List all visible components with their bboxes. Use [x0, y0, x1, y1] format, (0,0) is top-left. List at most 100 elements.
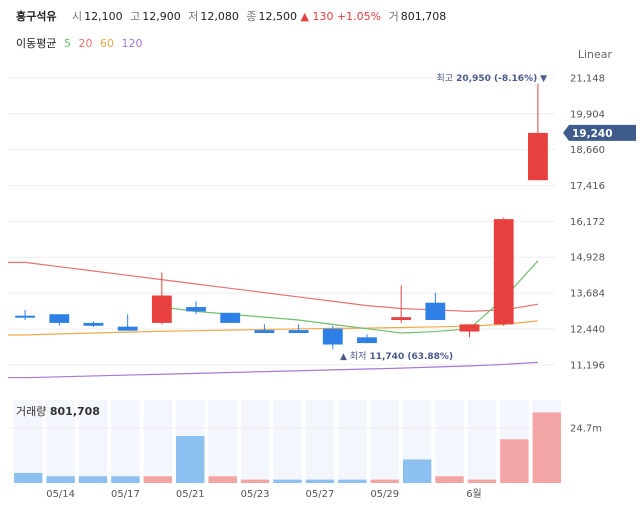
volume-bar [500, 439, 529, 483]
high-label: 고 [130, 10, 141, 23]
y-tick-label: 19,904 [570, 109, 605, 120]
close-value: 12,500 [258, 10, 297, 23]
candle-body [83, 322, 104, 326]
candle-body [220, 312, 241, 323]
y-tick-label: 18,660 [570, 145, 605, 156]
x-tick-label: 6월 [466, 488, 482, 500]
volume-column-bg [46, 400, 75, 483]
candle-body [459, 324, 480, 332]
ma-5-label: 5 [63, 37, 71, 50]
volume-column-bg [14, 400, 43, 483]
low-marker-value: 11,740 (63.88%) [366, 352, 453, 362]
volume-bar [240, 479, 270, 483]
candle-body [322, 328, 343, 345]
candle-body [254, 330, 275, 333]
y-tick-label: 17,416 [570, 181, 605, 192]
candle-body [15, 315, 36, 318]
volume-column-bg [435, 400, 464, 483]
volume-column-bg [338, 400, 367, 483]
volume-column-bg [305, 400, 335, 483]
candle-body [425, 302, 446, 321]
volume-column-bg [273, 400, 302, 483]
volume-column-bg [143, 400, 173, 483]
ma-5-line [161, 260, 539, 334]
ma-120-line [8, 361, 538, 379]
volume-bar [305, 479, 335, 483]
volume-column-bg [208, 400, 237, 483]
high-marker-arrow-icon: ▼ [537, 74, 547, 84]
change-value: 130 [312, 10, 334, 23]
stock-name: 흥구석유 [16, 10, 57, 23]
volume-bar [370, 479, 399, 483]
y-tick-label: 12,440 [570, 324, 605, 335]
candle-body [527, 132, 548, 181]
volume-column-bg [111, 400, 140, 483]
y-tick-label: 13,684 [570, 289, 605, 300]
low-marker-label: 최저 [347, 351, 366, 362]
price-axis: 21,148 19,904 18,660 17,416 16,172 14,928 13,6… [16, 73, 605, 434]
low-marker-arrow-icon: ▲ [340, 352, 347, 362]
volume-bar [532, 412, 561, 483]
open-label: 시 [71, 10, 83, 23]
moving-average-lines [8, 260, 539, 379]
candle-body [493, 219, 514, 325]
volume-bar [78, 476, 108, 483]
volume-column-bg [78, 400, 108, 483]
date-axis: 05/14 05/17 05/21 05/23 05/27 05/29 6월 [46, 488, 482, 500]
volume-bar [46, 476, 75, 483]
volume-bar [176, 435, 205, 483]
high-marker-value: 20,950 (-8.16%) [453, 74, 537, 84]
volume-title-label: 거래량 [16, 405, 50, 418]
x-tick-label: 05/21 [176, 489, 205, 500]
x-tick-label: 05/27 [305, 489, 334, 500]
candle-body [186, 307, 206, 312]
candle-body [117, 326, 138, 331]
volume-bar [402, 459, 432, 483]
volume-column-bg [240, 400, 270, 483]
price-markers: 최고 20,950 (-8.16%) ▼ ▲ 최저 11,740 (63.88%)… [340, 73, 636, 362]
volume-bar [273, 479, 302, 483]
close-label: 종 [246, 10, 257, 23]
quote-header: 흥구석유 시 12,100 고 12,900 저 12,080 종 12,500 ▲ 1… [16, 8, 446, 24]
candle-body [357, 337, 377, 344]
x-tick-label: 05/23 [241, 489, 270, 500]
volume-bar [14, 472, 43, 483]
volume-bar [467, 479, 497, 483]
price-gridlines [8, 77, 555, 366]
high-marker-label: 최고 [436, 73, 453, 84]
low-marker: ▲ 최저 11,740 (63.88%) [340, 351, 453, 362]
high-marker: 최고 20,950 (-8.16%) ▼ [436, 73, 547, 84]
volume-bar [111, 476, 140, 483]
y-tick-label: 16,172 [570, 217, 605, 228]
x-tick-label: 05/14 [46, 489, 75, 500]
current-price-badge [563, 124, 636, 141]
volume-bars [14, 412, 561, 483]
y-tick-label: 21,148 [570, 73, 605, 84]
change-percent: +1.05% [336, 10, 382, 23]
ma-20-line [8, 261, 539, 312]
scale-mode-button[interactable]: Linear [577, 48, 612, 61]
candle-body [391, 317, 412, 321]
volume-column-bg [467, 400, 497, 483]
high-value: 12,900 [142, 10, 181, 23]
change-arrow-icon: ▲ [300, 10, 309, 23]
low-label: 저 [188, 10, 199, 23]
volume-label: 거 [388, 10, 399, 23]
volume-value: 801,708 [400, 10, 447, 23]
volume-bar [143, 476, 173, 483]
volume-bar [435, 476, 464, 483]
moving-average-legend[interactable]: 이동평균 5 20 60 120 [16, 35, 146, 51]
candle-body [288, 330, 309, 333]
ma-legend-label: 이동평균 [16, 37, 57, 50]
ma-20-label: 20 [78, 37, 93, 50]
x-tick-label: 05/29 [370, 489, 399, 500]
candle-body [151, 295, 172, 323]
candle-body [49, 314, 70, 323]
candlesticks [15, 83, 548, 350]
y-tick-label: 14,928 [570, 253, 605, 264]
x-tick-label: 05/17 [111, 489, 140, 500]
open-value: 12,100 [84, 10, 123, 23]
volume-title: 거래량 801,708 [16, 405, 100, 418]
volume-bar [208, 476, 237, 483]
